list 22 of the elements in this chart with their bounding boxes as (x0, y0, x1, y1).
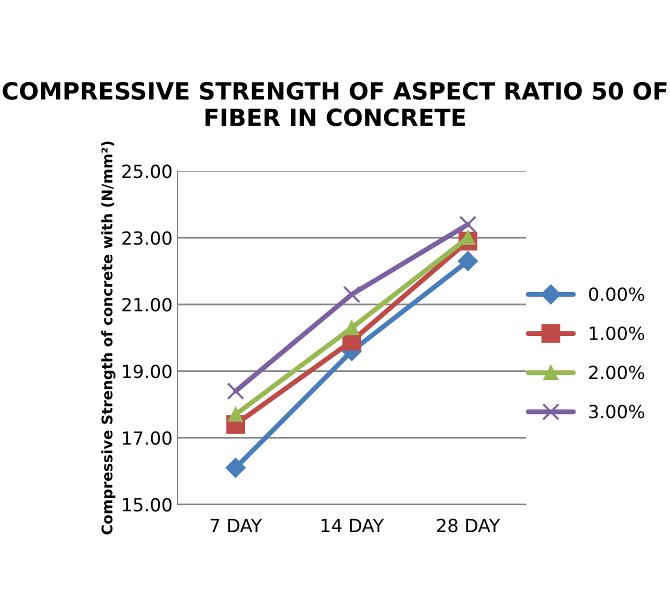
point (459, 216, 477, 234)
legend-label: 3.00% (589, 404, 644, 418)
y-tick-label: 17.00 (122, 431, 172, 445)
y-tick-label: 23.00 (122, 231, 172, 245)
y-tick-label: 21.00 (122, 298, 172, 312)
point (344, 320, 360, 336)
x-tick-label: 7 DAY (210, 518, 262, 532)
point (343, 286, 360, 304)
point (458, 251, 478, 271)
point (228, 407, 243, 422)
legend-label: 0.00% (589, 287, 644, 301)
legend-label: 1.00% (590, 326, 644, 340)
x-tick-label: 14 DAY (322, 518, 384, 532)
chart-title: COMPRESSIVE STRENGTH OF ASPECT RATIO 50 OF FIBER IN CONCRETE (2, 82, 666, 126)
point (226, 458, 246, 478)
x-tick-label: 28 DAY (437, 518, 500, 532)
y-tick-label: 19.00 (122, 364, 172, 378)
legend-label: 2.00% (589, 366, 644, 380)
y-tick-label: 15.00 (122, 498, 172, 512)
y-axis-title: Compressive Strength of concrete with (N/mm²) (101, 142, 116, 534)
y-tick-label: 25.00 (122, 164, 172, 178)
point (226, 382, 244, 400)
